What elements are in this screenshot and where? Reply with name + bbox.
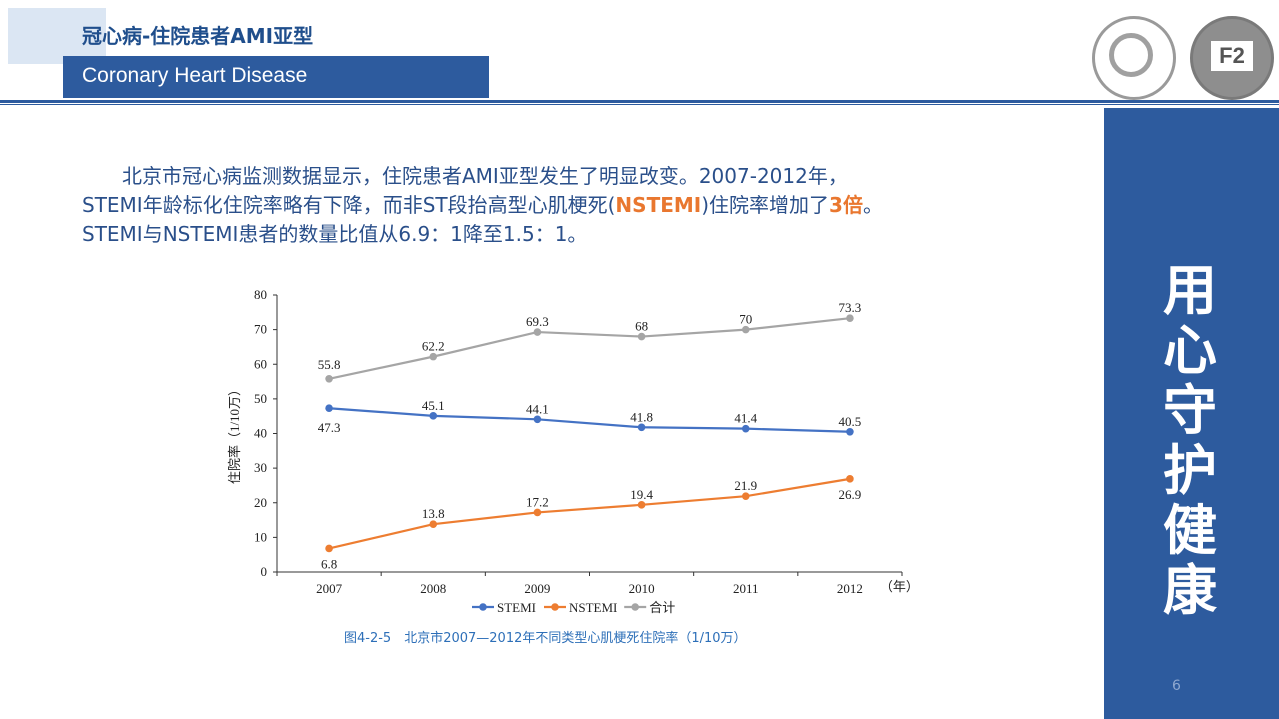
page-title: 冠心病-住院患者AMI亚型 [82,24,314,48]
x-tick-label: 2007 [316,581,343,596]
side-banner-text: 用心守护健康 [1163,258,1217,622]
subtitle-bar [63,56,489,98]
chart-svg: 0 10 20 30 40 50 60 70 80 2007 2008 2009 2010 2011 201… [227,287,919,615]
data-label: 17.2 [526,494,549,509]
data-label: 40.5 [839,414,862,429]
paragraph-line-3: STEMI与NSTEMI患者的数量比值从6.9：1降至1.5：1。 [82,222,588,246]
data-point [741,492,750,500]
y-tick-label: 50 [254,391,267,406]
data-point [325,404,333,413]
corner-decoration [8,8,106,64]
data-point [846,427,854,436]
y-tick-label: 60 [254,356,267,371]
data-label: 47.3 [318,420,341,435]
series-line-合计 [328,317,851,380]
data-point [741,325,750,334]
data-label: 62.2 [422,339,445,354]
nstemi-highlight: NSTEMI [615,193,702,217]
data-label: 19.4 [630,487,653,502]
data-point [325,544,333,553]
x-tick-label: 2012 [837,581,863,596]
data-label: 26.9 [839,487,862,502]
f2-logo: F2 [1190,16,1274,100]
data-label: 55.8 [318,357,341,372]
y-tick-label: 30 [254,460,267,475]
data-label: 41.4 [734,411,757,426]
legend-label: 合计 [649,600,675,615]
paragraph-line-1: 北京市冠心病监测数据显示，住院患者AMI亚型发生了明显改变。2007-2012年… [122,164,848,188]
data-point [637,332,646,341]
header-divider [0,100,1279,103]
data-label: 69.3 [526,314,549,329]
data-point [429,412,438,420]
increase-highlight: 3倍 [829,193,863,217]
data-point [846,475,854,483]
data-point [325,374,333,383]
data-label: 13.8 [422,506,445,521]
data-label: 44.1 [526,401,549,416]
x-tick-label: 2011 [733,581,759,596]
data-point [637,423,646,432]
data-label: 68 [635,319,648,334]
legend-marker [551,603,559,611]
data-point [429,352,438,361]
page-number: 6 [1172,678,1181,694]
data-point [429,520,438,529]
data-label: 73.3 [839,300,862,315]
x-tick-label: 2008 [420,581,446,596]
page-subtitle: Coronary Heart Disease [82,64,308,87]
data-label: 70 [739,312,752,327]
legend-label: STEMI [497,600,536,615]
series-line-STEMI [329,407,850,433]
line-chart: 0 10 20 30 40 50 60 70 80 2007 2008 2009 2010 2011 201… [210,275,930,620]
paragraph-line-2-b: )住院率增加了 [701,193,830,217]
y-tick-label: 0 [261,564,268,579]
y-axis-label: 住院率（1/10万） [227,383,242,484]
data-point [846,314,854,322]
y-tick-label: 70 [254,322,267,337]
data-label: 6.8 [321,556,337,571]
x-tick-label: 2010 [629,581,655,596]
y-tick-label: 10 [254,529,267,544]
data-label: 21.9 [734,478,757,493]
paragraph-line-2-c: 。 [862,193,883,217]
summary-paragraph: 北京市冠心病监测数据显示，住院患者AMI亚型发生了明显改变。2007-2012年… [82,162,1082,249]
figure-caption: 图4-2-5 北京市2007—2012年不同类型心肌梗死住院率（1/10万） [344,631,747,646]
paragraph-line-2: STEMI年龄标化住院率略有下降，而非ST段抬高型心肌梗死(NSTEMI)住院率… [82,191,1082,220]
x-tick-label: 2009 [524,581,550,596]
data-label: 41.8 [630,409,653,424]
paragraph-line-2-a: STEMI年龄标化住院率略有下降，而非ST段抬高型心肌梗死( [82,193,616,217]
y-tick-label: 40 [254,426,267,441]
header-divider-thin [0,104,1279,105]
data-point [533,328,542,336]
y-tick-label: 20 [254,495,267,510]
cardiovascular-center-logo [1092,16,1176,100]
data-point [533,415,542,424]
legend-label: NSTEMI [569,600,617,615]
data-point [741,424,750,433]
series-line-NSTEMI [328,477,851,550]
data-point [533,508,542,517]
data-point [637,501,646,509]
x-axis-unit: （年） [880,579,919,594]
y-tick-label: 80 [254,287,267,302]
legend-marker [631,603,639,611]
legend-marker [479,603,487,611]
data-label: 45.1 [422,398,445,413]
side-panel [1104,108,1279,719]
